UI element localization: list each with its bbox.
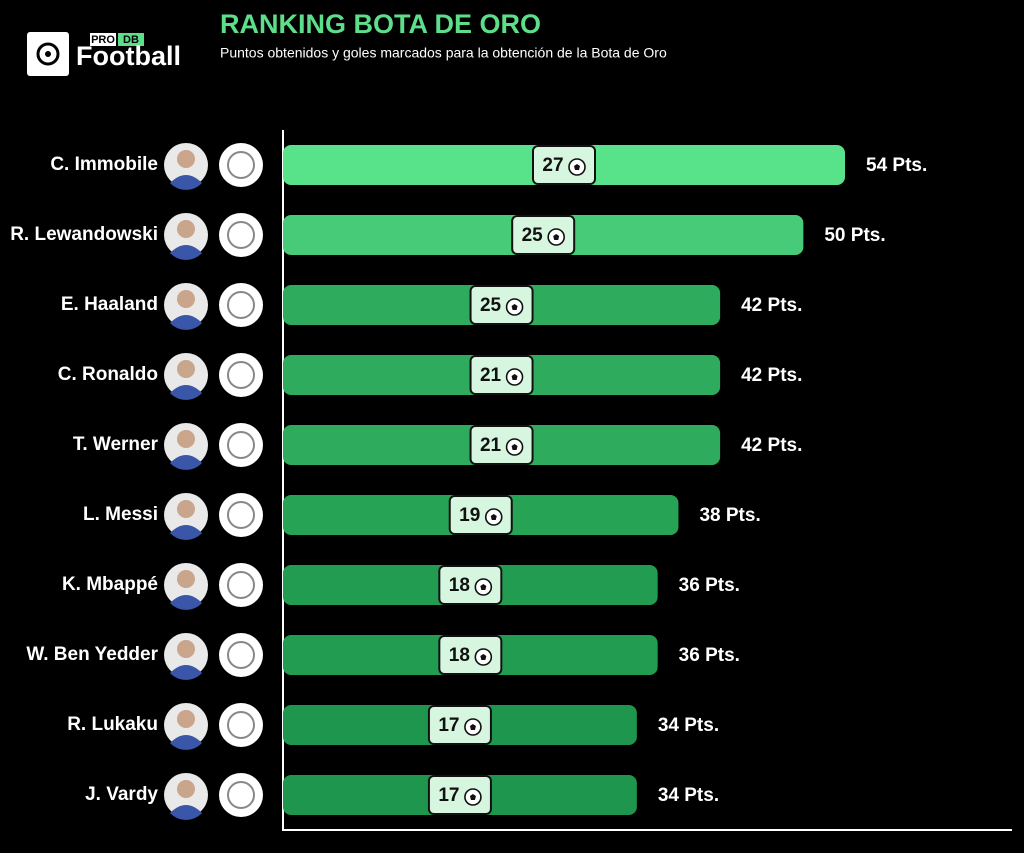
logo: PRO DB Football xyxy=(27,32,181,76)
goal-label: 27 xyxy=(542,155,563,176)
logo-icon xyxy=(36,42,60,66)
player-shirt xyxy=(170,455,202,470)
category-label: L. Messi xyxy=(83,504,158,525)
value-label: 38 Pts. xyxy=(699,505,760,526)
category-label: T. Werner xyxy=(73,434,159,455)
player-shirt xyxy=(170,175,202,190)
player-shirt xyxy=(170,595,202,610)
category-label: C. Immobile xyxy=(50,154,158,175)
player-head xyxy=(177,500,195,518)
player-shirt xyxy=(170,735,202,750)
player-shirt xyxy=(170,805,202,820)
ball-icon xyxy=(469,724,476,730)
player-shirt xyxy=(170,525,202,540)
club-logo xyxy=(219,143,263,187)
player-head xyxy=(177,430,195,448)
player-head xyxy=(177,290,195,308)
logo-text: Football xyxy=(76,41,181,71)
player-head xyxy=(177,220,195,238)
ball-icon xyxy=(480,654,487,660)
club-crest xyxy=(227,151,255,179)
club-logo xyxy=(219,213,263,257)
chart-subtitle: Puntos obtenidos y goles marcados para l… xyxy=(220,45,667,61)
value-label: 50 Pts. xyxy=(824,225,885,246)
player-head xyxy=(177,150,195,168)
goal-label: 18 xyxy=(449,645,470,666)
club-crest xyxy=(227,571,255,599)
value-label: 54 Pts. xyxy=(866,155,927,176)
player-shirt xyxy=(170,385,202,400)
value-label: 42 Pts. xyxy=(741,365,802,386)
category-label: R. Lewandowski xyxy=(10,224,158,245)
goal-label: 17 xyxy=(438,715,459,736)
goal-label: 17 xyxy=(438,785,459,806)
club-logo xyxy=(219,703,263,747)
value-label: 34 Pts. xyxy=(658,785,719,806)
club-logo xyxy=(219,423,263,467)
logo-badge-text: DB xyxy=(123,34,139,46)
logo-badge xyxy=(90,33,116,46)
player-shirt xyxy=(170,315,202,330)
chart-title: RANKING BOTA DE ORO xyxy=(220,9,541,39)
value-label: 34 Pts. xyxy=(658,715,719,736)
ball-icon xyxy=(511,304,518,310)
player-shirt xyxy=(170,665,202,680)
club-crest xyxy=(227,431,255,459)
ball-icon xyxy=(553,234,560,240)
club-crest xyxy=(227,291,255,319)
goal-label: 21 xyxy=(480,435,502,456)
player-head xyxy=(177,640,195,658)
category-label: E. Haaland xyxy=(61,294,158,315)
player-shirt xyxy=(170,245,202,260)
logo-badge xyxy=(118,33,144,46)
club-logo xyxy=(219,563,263,607)
ball-icon xyxy=(490,514,497,520)
club-crest xyxy=(227,641,255,669)
logo-badge-text: PRO xyxy=(91,34,115,46)
value-label: 42 Pts. xyxy=(741,435,802,456)
category-label: W. Ben Yedder xyxy=(26,644,158,665)
club-logo xyxy=(219,773,263,817)
goal-label: 21 xyxy=(480,365,502,386)
club-crest xyxy=(227,711,255,739)
category-label: C. Ronaldo xyxy=(58,364,158,385)
player-head xyxy=(177,360,195,378)
club-logo xyxy=(219,283,263,327)
logo-icon-dot xyxy=(45,51,51,57)
ball-icon xyxy=(469,794,476,800)
player-head xyxy=(177,570,195,588)
club-crest xyxy=(227,501,255,529)
ball-icon xyxy=(480,584,487,590)
value-label: 36 Pts. xyxy=(679,645,740,666)
category-label: R. Lukaku xyxy=(67,714,158,735)
goal-label: 25 xyxy=(480,295,502,316)
club-logo xyxy=(219,493,263,537)
value-label: 36 Pts. xyxy=(679,575,740,596)
ball-icon xyxy=(511,374,518,380)
club-crest xyxy=(227,361,255,389)
player-head xyxy=(177,710,195,728)
goal-label: 19 xyxy=(459,505,480,526)
player-head xyxy=(177,780,195,798)
club-crest xyxy=(227,221,255,249)
club-crest xyxy=(227,781,255,809)
category-label: J. Vardy xyxy=(85,784,158,805)
club-logo xyxy=(219,633,263,677)
category-label: K. Mbappé xyxy=(62,574,158,595)
value-label: 42 Pts. xyxy=(741,295,802,316)
ball-icon xyxy=(574,164,580,170)
goal-label: 25 xyxy=(522,225,544,246)
club-logo xyxy=(219,353,263,397)
ball-icon xyxy=(511,444,518,450)
goal-label: 18 xyxy=(449,575,470,596)
